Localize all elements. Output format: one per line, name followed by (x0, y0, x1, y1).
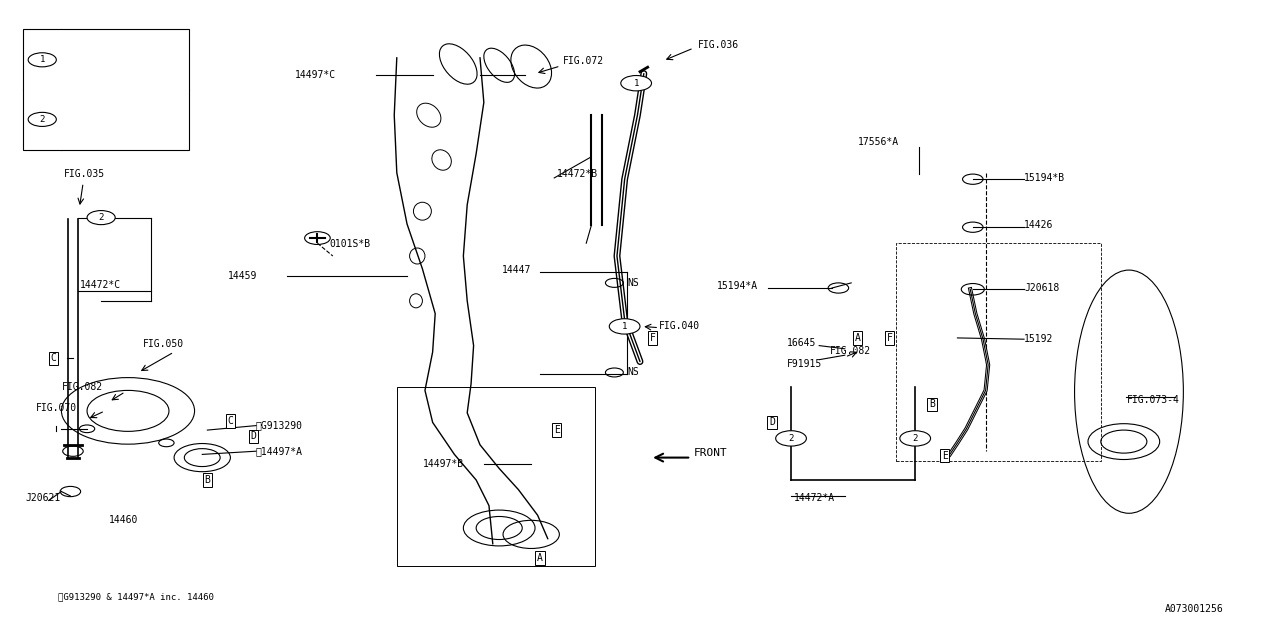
Text: 14472*A: 14472*A (794, 493, 835, 503)
Text: 14426: 14426 (1024, 220, 1053, 230)
Text: A: A (855, 333, 860, 343)
Text: 1: 1 (40, 55, 45, 64)
Circle shape (900, 431, 931, 446)
Text: D: D (769, 417, 774, 428)
Text: J20618: J20618 (1024, 283, 1060, 293)
Text: 14447: 14447 (502, 265, 531, 275)
Text: ※14497*A: ※14497*A (256, 446, 303, 456)
Text: 14459: 14459 (228, 271, 257, 282)
Text: F: F (650, 333, 655, 343)
Circle shape (621, 76, 652, 91)
Circle shape (87, 211, 115, 225)
Text: E: E (942, 451, 947, 461)
Text: 15194*A: 15194*A (717, 281, 758, 291)
Text: NS: NS (627, 367, 639, 378)
Text: FIG.050: FIG.050 (143, 339, 184, 349)
Text: FRONT: FRONT (694, 448, 727, 458)
Text: ※G913290 & 14497*A inc. 14460: ※G913290 & 14497*A inc. 14460 (58, 592, 214, 601)
Text: D: D (251, 431, 256, 442)
Text: FIG.082: FIG.082 (829, 346, 870, 356)
Text: 2: 2 (788, 434, 794, 443)
Text: 1: 1 (622, 322, 627, 331)
Circle shape (28, 113, 56, 127)
Text: 2: 2 (99, 213, 104, 222)
Text: 2: 2 (40, 115, 45, 124)
Text: 15192: 15192 (1024, 334, 1053, 344)
Text: ※G913290: ※G913290 (256, 420, 303, 431)
Text: 14472*B: 14472*B (557, 169, 598, 179)
Text: 1: 1 (634, 79, 639, 88)
Text: NS: NS (627, 278, 639, 288)
Text: E: E (554, 425, 559, 435)
Text: FIG.082: FIG.082 (61, 382, 102, 392)
Text: FIG.072: FIG.072 (563, 56, 604, 66)
Text: FIG.073-4: FIG.073-4 (1126, 395, 1179, 405)
Text: B: B (205, 475, 210, 485)
Text: C: C (51, 353, 56, 364)
Text: 14460: 14460 (109, 515, 138, 525)
Text: 0101S*B: 0101S*B (329, 239, 370, 250)
Text: B: B (929, 399, 934, 410)
Text: A: A (538, 553, 543, 563)
Text: F91915: F91915 (787, 358, 823, 369)
Bar (896, 243, 1101, 461)
Text: 14497*C: 14497*C (294, 70, 335, 80)
Text: FIG.070: FIG.070 (36, 403, 77, 413)
Text: 14497*B: 14497*B (422, 459, 463, 469)
Text: 17556*A: 17556*A (858, 137, 899, 147)
Text: FIG.036: FIG.036 (698, 40, 739, 50)
Text: 14877: 14877 (69, 115, 102, 124)
Circle shape (609, 319, 640, 334)
Text: A073001256: A073001256 (1165, 604, 1224, 614)
Text: F: F (887, 333, 892, 343)
Text: 15194*B: 15194*B (1024, 173, 1065, 183)
Circle shape (776, 431, 806, 446)
Text: 16645: 16645 (787, 338, 817, 348)
Text: F91801: F91801 (69, 55, 110, 65)
Text: 2: 2 (913, 434, 918, 443)
Text: 14472*C: 14472*C (79, 280, 120, 290)
Text: FIG.040: FIG.040 (659, 321, 700, 332)
Text: C: C (228, 416, 233, 426)
Circle shape (28, 52, 56, 67)
Bar (23, 29, 189, 150)
Text: FIG.035: FIG.035 (64, 169, 105, 179)
Bar (397, 387, 595, 566)
Text: J20621: J20621 (26, 493, 61, 503)
